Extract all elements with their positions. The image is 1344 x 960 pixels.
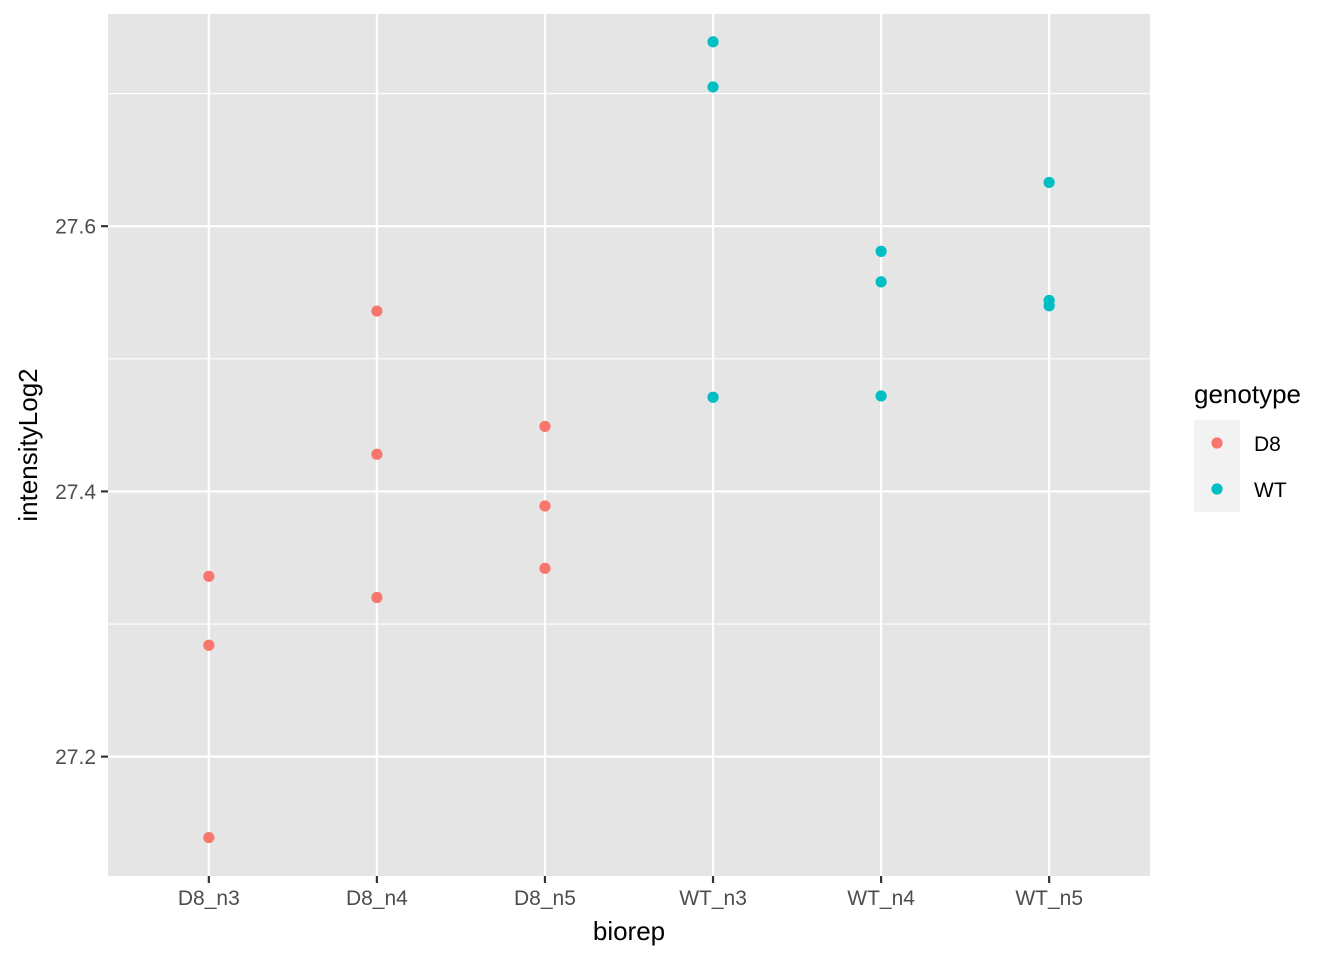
x-tick-label: WT_n3 xyxy=(679,887,747,910)
data-point-wt xyxy=(1043,176,1055,189)
data-point-wt xyxy=(707,81,719,93)
data-point-wt xyxy=(875,245,887,257)
data-point-d8 xyxy=(371,305,383,317)
data-point-d8 xyxy=(203,831,215,844)
legend-items: D8 WT xyxy=(1194,420,1287,512)
x-tick-label: D8_n3 xyxy=(178,887,240,910)
data-point-d8 xyxy=(539,500,551,512)
y-axis-title: intensityLog2 xyxy=(13,368,43,521)
major-gridlines xyxy=(108,14,1150,876)
data-point-wt xyxy=(707,36,719,48)
data-point-d8 xyxy=(539,420,551,433)
y-tick-label: 27.4 xyxy=(55,481,96,504)
x-tick-label: D8_n4 xyxy=(346,887,408,910)
x-tick-label: WT_n4 xyxy=(847,887,915,910)
data-point-wt xyxy=(707,391,719,403)
legend-swatch-d8 xyxy=(1211,437,1223,449)
data-point-d8 xyxy=(539,562,551,574)
y-axis: 27.2 27.4 27.6 xyxy=(55,216,108,769)
data-point-wt xyxy=(875,390,887,402)
data-point-d8 xyxy=(203,570,215,582)
x-tick-label: WT_n5 xyxy=(1015,887,1083,910)
y-tick-label: 27.6 xyxy=(55,216,96,239)
data-point-wt xyxy=(1043,300,1055,312)
legend: genotype D8 WT xyxy=(1194,379,1301,512)
y-tick-label: 27.2 xyxy=(55,746,96,769)
data-point-wt xyxy=(875,276,887,288)
legend-label: WT xyxy=(1254,479,1287,502)
data-point-d8 xyxy=(203,639,215,651)
data-point-d8 xyxy=(371,448,383,460)
legend-swatch-wt xyxy=(1211,483,1223,495)
x-axis-title: biorep xyxy=(593,916,665,946)
minor-gridlines xyxy=(108,93,1150,625)
legend-label: D8 xyxy=(1254,433,1281,456)
legend-title: genotype xyxy=(1194,379,1301,409)
plot-panel xyxy=(108,14,1150,876)
data-points xyxy=(203,36,1055,844)
x-tick-label: D8_n5 xyxy=(514,887,576,910)
data-point-d8 xyxy=(371,591,383,604)
x-axis: D8_n3 D8_n4 D8_n5 WT_n3 WT_n4 WT_n5 xyxy=(178,876,1083,910)
